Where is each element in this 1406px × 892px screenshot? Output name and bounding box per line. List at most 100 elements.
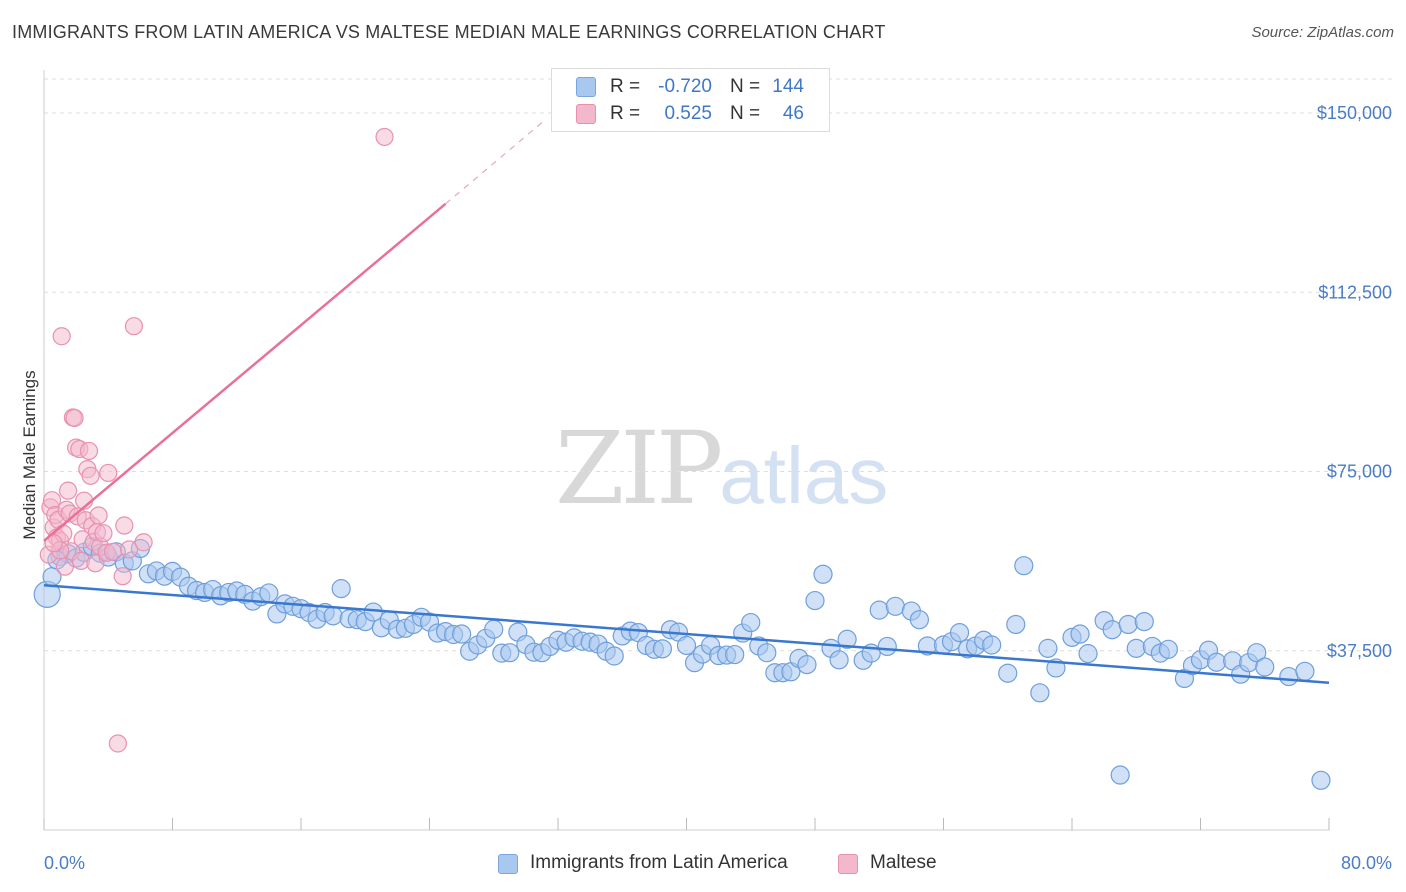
data-point-latin-america	[949, 622, 970, 643]
trend-lines	[43, 122, 1330, 685]
data-point-latin-america	[869, 600, 889, 620]
data-point-latin-america	[1247, 643, 1267, 663]
data-point-latin-america	[1279, 666, 1299, 687]
data-point-maltese	[79, 441, 99, 461]
data-point-latin-america	[1078, 644, 1098, 664]
data-point-latin-america	[1206, 652, 1227, 672]
data-point-maltese	[58, 481, 78, 500]
y-tick-label: $112,500	[1318, 282, 1392, 302]
data-point-latin-america	[877, 636, 897, 657]
y-axis-label: Median Male Earnings	[20, 370, 39, 540]
series-latin-america-points	[33, 536, 1331, 790]
data-point-latin-america	[741, 612, 761, 633]
legend-n-label: N =	[730, 76, 761, 97]
legend-r-value: -0.720	[658, 76, 712, 97]
data-point-latin-america	[757, 643, 777, 663]
y-tick-label: $75,000	[1327, 462, 1392, 482]
legend-swatch-pink	[576, 104, 596, 124]
data-point-maltese	[44, 534, 63, 553]
trend-line-maltese	[43, 202, 447, 542]
data-point-latin-america	[331, 579, 351, 599]
axes	[43, 70, 1330, 831]
data-point-latin-america	[885, 596, 905, 616]
data-point-latin-america	[813, 564, 833, 584]
data-point-maltese	[89, 506, 108, 525]
tick-labels: $37,500 $75,000 $112,500 $150,000 0.0% 80.0%	[44, 103, 1392, 873]
data-point-maltese	[103, 542, 123, 561]
x-tick-label: 0.0%	[44, 853, 85, 873]
data-point-latin-america	[725, 644, 745, 665]
data-point-latin-america	[676, 635, 697, 656]
bottom-legend-swatch-blue	[498, 854, 518, 874]
correlation-legend: R = -0.720 N = 144 R = 0.525 N = 46	[551, 68, 830, 132]
data-point-latin-america	[1126, 638, 1146, 658]
chart-title: IMMIGRANTS FROM LATIN AMERICA VS MALTESE…	[12, 22, 886, 42]
legend-n-label: N =	[730, 103, 761, 124]
data-point-latin-america	[652, 639, 673, 659]
bottom-legend-label: Immigrants from Latin America	[530, 852, 788, 873]
data-point-latin-america	[259, 583, 279, 603]
watermark-zip: ZIP	[555, 410, 723, 527]
legend-r-label: R =	[610, 103, 641, 124]
data-point-latin-america	[363, 602, 383, 622]
data-point-maltese	[94, 524, 113, 543]
data-point-latin-america	[1134, 611, 1154, 632]
data-point-latin-america	[1014, 556, 1034, 576]
data-point-latin-america	[500, 643, 520, 663]
data-point-maltese	[115, 516, 134, 535]
data-point-latin-america	[1295, 661, 1315, 681]
trend-line-latin-america	[43, 584, 1330, 685]
source-credit: Source: ZipAtlas.com	[1251, 24, 1394, 41]
trend-line-maltese-extension	[445, 122, 543, 205]
bottom-legend-label: Maltese	[870, 852, 937, 873]
grid-lines	[44, 78, 1392, 652]
data-point-maltese	[375, 127, 394, 147]
data-point-latin-america	[982, 635, 1002, 655]
data-point-latin-america	[837, 629, 857, 649]
x-tick-label: 80.0%	[1341, 853, 1392, 873]
data-point-latin-america	[1102, 620, 1122, 640]
data-point-maltese	[108, 734, 127, 753]
data-point-latin-america	[1038, 638, 1058, 658]
watermark: ZIPatlas	[555, 410, 888, 527]
bottom-legend-swatch-pink	[838, 854, 858, 874]
data-point-maltese	[52, 327, 71, 346]
legend-r-label: R =	[610, 76, 641, 97]
data-point-latin-america	[1158, 639, 1178, 659]
data-point-maltese	[65, 408, 84, 428]
y-tick-label: $150,000	[1317, 103, 1392, 123]
data-point-maltese	[124, 317, 144, 336]
data-point-maltese	[42, 491, 62, 510]
data-point-maltese	[81, 466, 100, 485]
legend-r-value: 0.525	[664, 103, 712, 124]
series-maltese-points	[39, 127, 394, 753]
data-point-maltese	[55, 557, 74, 576]
data-point-latin-america	[1118, 614, 1138, 635]
data-point-maltese	[99, 463, 118, 483]
data-point-latin-america	[805, 590, 825, 611]
y-tick-label: $37,500	[1327, 641, 1392, 661]
data-point-maltese	[86, 554, 105, 573]
data-point-maltese	[134, 533, 153, 552]
data-point-latin-america	[452, 624, 472, 644]
data-point-latin-america	[1110, 765, 1130, 785]
data-point-latin-america	[1030, 683, 1050, 703]
legend-n-value: 144	[772, 76, 804, 97]
legend-row-maltese: R = 0.525 N = 46	[552, 101, 829, 127]
data-point-maltese	[113, 567, 132, 586]
data-point-latin-america	[797, 655, 817, 675]
data-point-latin-america	[909, 610, 930, 630]
data-point-latin-america	[484, 619, 504, 639]
data-point-maltese	[120, 540, 139, 559]
data-point-latin-america	[829, 650, 849, 670]
legend-row-latin-america: R = -0.720 N = 144	[552, 74, 829, 100]
legend-swatch-blue	[576, 77, 596, 97]
legend-n-value: 46	[782, 103, 804, 124]
data-point-latin-america	[1070, 624, 1090, 644]
watermark-atlas: atlas	[719, 431, 889, 520]
data-point-latin-america	[323, 606, 343, 626]
data-point-latin-america	[998, 663, 1018, 683]
data-point-latin-america	[604, 646, 624, 666]
data-point-latin-america	[1255, 657, 1275, 677]
